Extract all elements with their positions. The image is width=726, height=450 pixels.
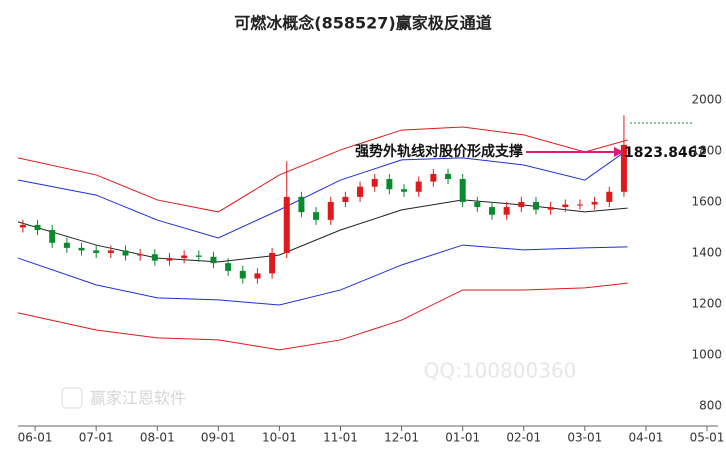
candle-body: [137, 254, 144, 256]
y-tick-label: 1000: [691, 347, 722, 361]
watermark: 赢家江恩软件 QQ:100800360: [61, 359, 577, 409]
candle-body: [107, 250, 114, 253]
candle-body: [210, 256, 217, 264]
y-tick-label: 1800: [691, 143, 722, 157]
candle-body: [415, 181, 422, 192]
candle-body: [503, 207, 510, 215]
candle-body: [283, 196, 290, 253]
y-tick-label: 800: [699, 398, 722, 412]
candle-body: [606, 191, 613, 202]
x-tick-label: 05-01: [690, 431, 725, 445]
candle-body: [269, 252, 276, 274]
candle-body: [357, 186, 364, 197]
candle-body: [49, 230, 56, 243]
watermark-logo: [61, 387, 83, 409]
candle-body: [166, 258, 173, 261]
candle-body: [620, 144, 627, 192]
y-tick-label: 1200: [691, 296, 722, 310]
chart-title: 可燃冰概念(858527)赢家极反通道: [234, 14, 491, 33]
candle-body: [532, 201, 539, 210]
candle-body: [488, 207, 495, 215]
x-tick-label: 06-01: [18, 431, 53, 445]
x-tick-label: 12-01: [384, 431, 419, 445]
last-value-label: 1823.8462: [624, 145, 707, 161]
x-tick-label: 02-01: [506, 431, 541, 445]
candle-body: [591, 201, 598, 205]
band-line: [17, 282, 628, 351]
candle-body: [474, 201, 481, 208]
x-tick-label: 08-01: [140, 431, 175, 445]
candle-body: [225, 263, 232, 271]
x-tick-label: 01-01: [445, 431, 480, 445]
annotation: 强势外轨线对股价形成支撑: [355, 143, 523, 160]
candle-body: [195, 255, 202, 257]
x-tick-label: 09-01: [201, 431, 236, 445]
band-line: [17, 149, 628, 239]
candle-body: [298, 196, 305, 213]
arrow-head: [614, 147, 624, 157]
candle-body: [239, 270, 246, 279]
watermark-text: QQ:100800360: [424, 359, 577, 383]
candle-body: [151, 254, 158, 261]
candle-body: [562, 204, 569, 208]
x-tick-label: 03-01: [567, 431, 602, 445]
candle-body: [342, 196, 349, 202]
candle-body: [181, 255, 188, 259]
candle-body: [445, 173, 452, 180]
candle-body: [518, 201, 525, 208]
candle-body: [19, 224, 26, 228]
candle-body: [34, 224, 41, 231]
candle-body: [459, 179, 466, 202]
candle-body: [386, 179, 393, 190]
x-tick-label: 04-01: [628, 431, 663, 445]
band-line: [17, 244, 628, 306]
candle-body: [547, 207, 554, 210]
candle-body: [430, 173, 437, 182]
candle-body: [254, 273, 261, 279]
x-tick-label: 10-01: [262, 431, 297, 445]
candle-body: [122, 250, 129, 256]
y-tick-label: 2000: [691, 92, 722, 106]
candle-body: [313, 212, 320, 220]
band-line: [17, 126, 628, 213]
y-tick-label: 1600: [691, 194, 722, 208]
candle-body: [93, 250, 100, 253]
y-tick-label: 1400: [691, 245, 722, 259]
candle-body: [78, 247, 85, 251]
candle-body: [401, 189, 408, 192]
x-tick-label: 07-01: [79, 431, 114, 445]
candle-body: [327, 201, 334, 220]
candle-body: [371, 179, 378, 187]
candle-body: [576, 204, 583, 206]
candle-body: [63, 242, 70, 248]
x-tick-label: 11-01: [323, 431, 358, 445]
band-line: [17, 199, 628, 263]
watermark-text: 赢家江恩软件: [90, 389, 186, 408]
